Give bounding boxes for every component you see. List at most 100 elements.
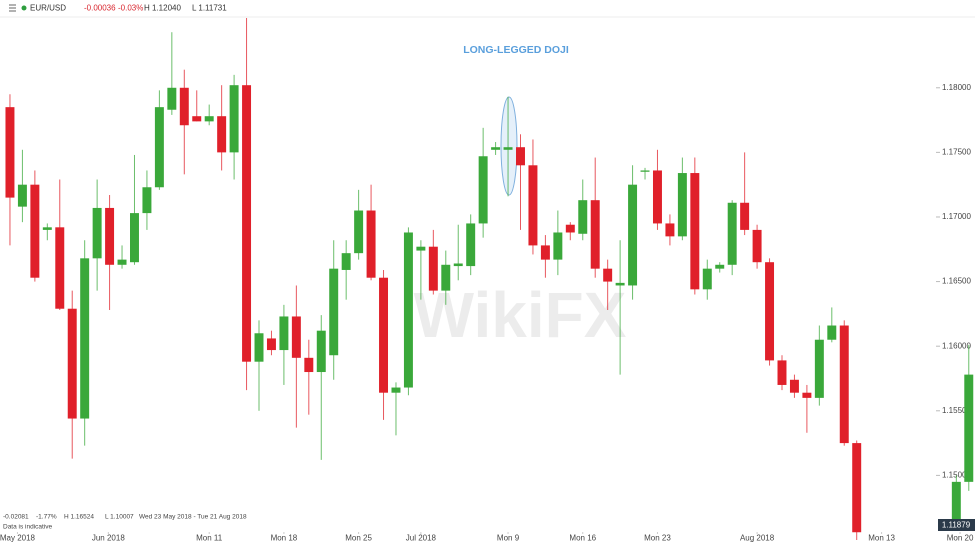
candle-body: [5, 107, 15, 198]
x-tick-label: Aug 2018: [740, 534, 775, 543]
candle-body: [777, 360, 787, 385]
candle-body: [204, 116, 214, 122]
candle-body: [702, 268, 712, 290]
y-tick-label: 1.15500: [942, 406, 971, 415]
candle-body: [192, 116, 202, 122]
candle-body: [154, 107, 164, 188]
candle-body: [565, 224, 575, 233]
annotation-ellipse: [500, 96, 518, 196]
low: L 1.11731: [192, 4, 227, 13]
candle-body: [964, 374, 974, 482]
candle-body: [279, 316, 289, 351]
candle-body: [254, 333, 264, 362]
candle-body: [503, 147, 513, 150]
candle-body: [217, 116, 227, 153]
candle-body: [814, 339, 824, 398]
y-tick-label: 1.15000: [942, 471, 971, 480]
price-label: 1.11879: [942, 521, 971, 530]
menu-icon[interactable]: [9, 4, 16, 12]
high: H 1.12040: [144, 4, 181, 13]
x-tick-label: Mon 23: [644, 534, 671, 543]
x-tick-label: Mon 16: [569, 534, 596, 543]
candle-body: [765, 262, 775, 361]
candle-body: [665, 223, 675, 237]
candle-body: [466, 223, 476, 267]
candle-body: [951, 481, 961, 521]
candle-body: [67, 308, 77, 419]
candle-body: [179, 87, 189, 126]
candle-body: [640, 170, 650, 172]
candle-body: [528, 165, 538, 246]
candle-body: [852, 443, 862, 533]
candle-body: [92, 207, 102, 259]
candle-body: [354, 210, 364, 254]
candle-body: [117, 259, 127, 265]
change-pct: -0.03%: [118, 4, 143, 13]
candle-body: [615, 282, 625, 286]
candle-body: [366, 210, 376, 278]
footer-high: H 1.16524: [64, 514, 94, 521]
annotation: LONG-LEGGED DOJI: [463, 44, 569, 56]
candle-body: [428, 246, 438, 291]
footer-change-pct: -1.77%: [36, 514, 57, 521]
x-tick-label: Mon 25: [345, 534, 372, 543]
candle-body: [291, 316, 301, 358]
candle-body: [142, 187, 152, 214]
plot: 1.18000 1.17500 1.17000 1.16500 1.16000 1.155…: [0, 18, 974, 543]
candle-body: [42, 227, 52, 230]
x-tick-label: Mon 13: [868, 534, 895, 543]
candle-body: [491, 147, 501, 150]
candle-body: [242, 85, 252, 362]
y-tick-label: 1.18000: [942, 83, 971, 92]
candle-body: [304, 357, 314, 373]
candle-body: [516, 147, 525, 166]
footer-note: Data is indicative: [3, 524, 53, 531]
candle-body: [727, 202, 737, 265]
candle-body: [105, 207, 115, 265]
x-tick-label: Mon 18: [271, 534, 298, 543]
y-tick-label: 1.17000: [942, 212, 971, 221]
candle-body: [827, 325, 837, 340]
candle-body: [379, 277, 389, 393]
candle-body: [553, 232, 563, 260]
candle-body: [403, 232, 413, 388]
candle-body: [341, 253, 351, 270]
x-tick-label: Jul 2018: [406, 534, 437, 543]
symbol[interactable]: EUR/USD: [30, 4, 66, 13]
x-tick-label: Mon 11: [196, 534, 223, 543]
candle-body: [391, 387, 401, 393]
candle-body: [603, 268, 613, 282]
candle-body: [130, 213, 139, 263]
candle-body: [441, 264, 451, 291]
candle-body: [17, 184, 27, 207]
candle-body: [690, 173, 700, 290]
status-dot: [21, 5, 27, 11]
candle-body: [478, 156, 488, 224]
footer-change: -0.02081: [3, 514, 29, 521]
change: -0.00036: [84, 4, 116, 13]
candle-body: [55, 227, 65, 309]
y-tick-label: 1.16500: [942, 277, 971, 286]
footer-low: L 1.10007: [105, 514, 134, 521]
candle-body: [789, 379, 799, 393]
y-tick-label: 1.16000: [942, 341, 971, 350]
candle-body: [839, 325, 849, 444]
candle-body: [715, 264, 725, 269]
candle-body: [316, 330, 326, 373]
candle-body: [266, 338, 276, 351]
candle-body: [30, 184, 40, 278]
candle-body: [677, 173, 687, 237]
x-tick-label: Mon 9: [497, 534, 520, 543]
footer-range: Wed 23 May 2018 - Tue 21 Aug 2018: [139, 514, 247, 521]
candle-body: [652, 170, 662, 224]
candle-body: [453, 263, 463, 267]
watermark: WikiFX: [414, 279, 627, 351]
candle-body: [167, 87, 177, 110]
y-tick-label: 1.17500: [942, 147, 971, 156]
price-tag: [938, 519, 975, 531]
candle-body: [329, 268, 339, 356]
x-tick-label: Jun 2018: [92, 534, 125, 543]
header-bar: [0, 0, 975, 17]
